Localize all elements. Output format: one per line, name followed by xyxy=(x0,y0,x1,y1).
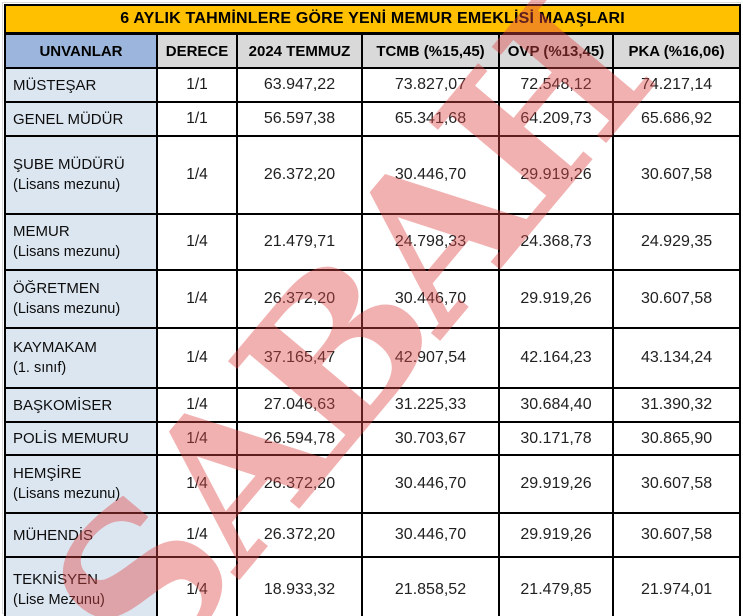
table-row: TEKNİSYEN (Lise Mezunu) 1/4 18.933,32 21.858… xyxy=(4,556,742,616)
table-row: MÜHENDİS 1/4 26.372,20 30.446,70 29.919,26 30… xyxy=(4,512,742,558)
salary-value-cell: 30.607,58 xyxy=(611,512,742,558)
row-title-cell: MÜHENDİS xyxy=(4,512,158,558)
column-header-unvanlar: UNVANLAR xyxy=(4,32,158,69)
column-header-pka: PKA (%16,06) xyxy=(611,32,742,69)
salary-value-cell: 42.907,54 xyxy=(361,327,500,389)
table-row: MÜSTEŞAR 1/1 63.947,22 73.827,07 72.548,12 74… xyxy=(4,67,742,103)
salary-value-cell: 18.933,32 xyxy=(236,556,363,616)
row-title-cell: GENEL MÜDÜR xyxy=(4,101,158,137)
degree-cell: 1/4 xyxy=(156,135,238,215)
salary-value-cell: 30.446,70 xyxy=(361,269,500,329)
salary-value-cell: 24.798,33 xyxy=(361,213,500,271)
salary-value-cell: 29.919,26 xyxy=(498,135,614,215)
row-title-cell: ÖĞRETMEN (Lisans mezunu) xyxy=(4,269,158,329)
table-title: 6 AYLIK TAHMİNLERE GÖRE YENİ MEMUR EMEKL… xyxy=(3,4,742,35)
row-title-cell: ŞUBE MÜDÜRÜ (Lisans mezunu) xyxy=(4,135,158,215)
column-header-tcmb: TCMB (%15,45) xyxy=(361,32,500,69)
table-row: ÖĞRETMEN (Lisans mezunu) 1/4 26.372,20 30.44… xyxy=(4,269,742,329)
degree-cell: 1/4 xyxy=(156,213,238,271)
salary-value-cell: 24.929,35 xyxy=(611,213,742,271)
salary-value-cell: 26.372,20 xyxy=(236,512,363,558)
salary-value-cell: 74.217,14 xyxy=(611,67,742,103)
salary-value-cell: 24.368,73 xyxy=(498,213,614,271)
row-title-cell: BAŞKOMİSER xyxy=(4,387,158,423)
column-header-ovp: OVP (%13,45) xyxy=(498,32,614,69)
salary-value-cell: 30.607,58 xyxy=(611,135,742,215)
salary-value-cell: 31.225,33 xyxy=(361,387,500,423)
salary-value-cell: 30.684,40 xyxy=(498,387,614,423)
salary-value-cell: 30.446,70 xyxy=(361,135,500,215)
table-row: KAYMAKAM (1. sınıf) 1/4 37.165,47 42.907,54 4… xyxy=(4,327,742,389)
salary-value-cell: 29.919,26 xyxy=(498,269,614,329)
salary-value-cell: 30.865,90 xyxy=(611,421,742,456)
salary-value-cell: 26.372,20 xyxy=(236,454,363,514)
degree-cell: 1/4 xyxy=(156,556,238,616)
row-title-cell: TEKNİSYEN (Lise Mezunu) xyxy=(4,556,158,616)
column-header-derece: DERECE xyxy=(156,32,238,69)
degree-cell: 1/1 xyxy=(156,101,238,137)
header-row: UNVANLAR DERECE 2024 TEMMUZ TCMB (%15,45… xyxy=(4,32,742,69)
table-row: BAŞKOMİSER 1/4 27.046,63 31.225,33 30.684,40… xyxy=(4,387,742,423)
row-title-cell: HEMŞİRE (Lisans mezunu) xyxy=(4,454,158,514)
degree-cell: 1/4 xyxy=(156,421,238,456)
salary-value-cell: 65.686,92 xyxy=(611,101,742,137)
salary-value-cell: 21.479,85 xyxy=(498,556,614,616)
degree-cell: 1/4 xyxy=(156,269,238,329)
salary-value-cell: 73.827,07 xyxy=(361,67,500,103)
table-body: MÜSTEŞAR 1/1 63.947,22 73.827,07 72.548,12 74… xyxy=(4,67,742,616)
salary-value-cell: 29.919,26 xyxy=(498,512,614,558)
degree-cell: 1/4 xyxy=(156,387,238,423)
salary-value-cell: 30.446,70 xyxy=(361,512,500,558)
degree-cell: 1/4 xyxy=(156,327,238,389)
salary-value-cell: 30.607,58 xyxy=(611,269,742,329)
salary-value-cell: 21.974,01 xyxy=(611,556,742,616)
salary-value-cell: 42.164,23 xyxy=(498,327,614,389)
row-title-cell: MÜSTEŞAR xyxy=(4,67,158,103)
row-title-cell: MEMUR (Lisans mezunu) xyxy=(4,213,158,271)
degree-cell: 1/4 xyxy=(156,454,238,514)
table-row: GENEL MÜDÜR 1/1 56.597,38 65.341,68 64.209,7… xyxy=(4,101,742,137)
row-title-cell: KAYMAKAM (1. sınıf) xyxy=(4,327,158,389)
table-row: ŞUBE MÜDÜRÜ (Lisans mezunu) 1/4 26.372,20 30… xyxy=(4,135,742,215)
degree-cell: 1/4 xyxy=(156,512,238,558)
salary-value-cell: 26.594,78 xyxy=(236,421,363,456)
salary-value-cell: 56.597,38 xyxy=(236,101,363,137)
column-header-2024-temmuz: 2024 TEMMUZ xyxy=(236,32,363,69)
table-row: MEMUR (Lisans mezunu) 1/4 21.479,71 24.798,3… xyxy=(4,213,742,271)
salary-value-cell: 64.209,73 xyxy=(498,101,614,137)
salary-table: 6 AYLIK TAHMİNLERE GÖRE YENİ MEMUR EMEKL… xyxy=(3,4,742,616)
salary-value-cell: 37.165,47 xyxy=(236,327,363,389)
salary-value-cell: 31.390,32 xyxy=(611,387,742,423)
salary-value-cell: 21.858,52 xyxy=(361,556,500,616)
salary-value-cell: 27.046,63 xyxy=(236,387,363,423)
salary-value-cell: 26.372,20 xyxy=(236,135,363,215)
salary-value-cell: 65.341,68 xyxy=(361,101,500,137)
row-title-cell: POLİS MEMURU xyxy=(4,421,158,456)
salary-value-cell: 30.171,78 xyxy=(498,421,614,456)
salary-value-cell: 30.703,67 xyxy=(361,421,500,456)
table-row: POLİS MEMURU 1/4 26.594,78 30.703,67 30.171,… xyxy=(4,421,742,456)
salary-value-cell: 21.479,71 xyxy=(236,213,363,271)
table-row: HEMŞİRE (Lisans mezunu) 1/4 26.372,20 30.446… xyxy=(4,454,742,514)
salary-value-cell: 30.446,70 xyxy=(361,454,500,514)
salary-value-cell: 26.372,20 xyxy=(236,269,363,329)
degree-cell: 1/1 xyxy=(156,67,238,103)
salary-value-cell: 29.919,26 xyxy=(498,454,614,514)
salary-value-cell: 63.947,22 xyxy=(236,67,363,103)
salary-value-cell: 43.134,24 xyxy=(611,327,742,389)
title-row: 6 AYLIK TAHMİNLERE GÖRE YENİ MEMUR EMEKL… xyxy=(3,4,742,35)
salary-value-cell: 72.548,12 xyxy=(498,67,614,103)
salary-value-cell: 30.607,58 xyxy=(611,454,742,514)
